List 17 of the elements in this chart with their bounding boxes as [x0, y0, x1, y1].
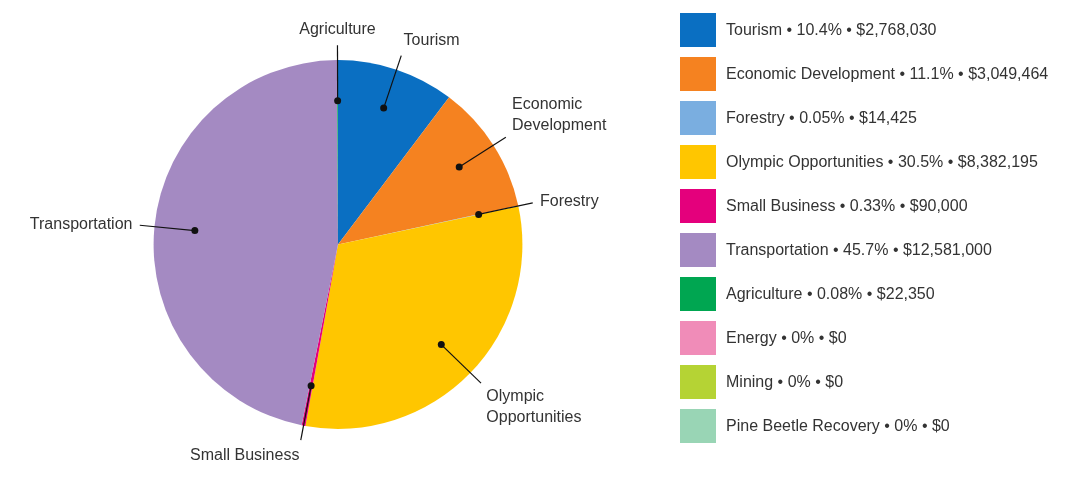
legend-label: Pine Beetle Recovery • 0% • $0 [726, 416, 950, 435]
slice-label: Olympic Opportunities [486, 386, 582, 425]
category-label: Tourism • 10.4% • $2,768,030 [726, 20, 937, 38]
slice-label: Tourism [403, 31, 460, 49]
slice-label: Agriculture [299, 20, 376, 38]
category-label: Economic Development • 11.1% • $3,049,464 [726, 64, 1049, 82]
category-label: Olympic Opportunities • 30.5% • $8,382,195 [726, 152, 1038, 170]
legend-label: Mining • 0% • $0 [726, 372, 844, 391]
slice-label: Transportation [29, 214, 133, 232]
slice-label: Small Business [190, 445, 300, 463]
slice-label: Forestry [539, 191, 599, 209]
category-label: Forestry • 0.05% • $14,425 [726, 108, 917, 126]
category-label: Transportation • 45.7% • $12,581,000 [726, 240, 992, 258]
category-label: Small Business • 0.33% • $90,000 [726, 196, 968, 214]
category-label: Agriculture • 0.08% • $22,350 [726, 284, 935, 302]
slice-label: Economic Development [512, 94, 607, 133]
legend-label: Energy • 0% • $0 [726, 328, 847, 347]
